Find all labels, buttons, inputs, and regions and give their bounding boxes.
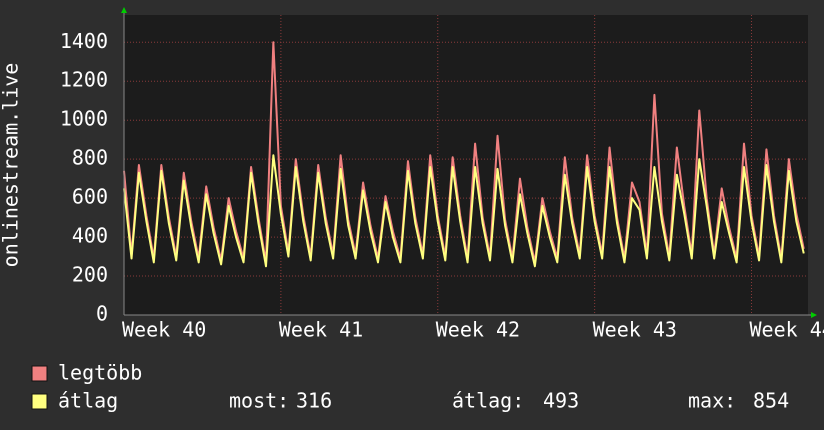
stat-label: átlag: xyxy=(452,389,524,413)
legend-swatch xyxy=(31,393,48,410)
x-tick-label: Week 41 xyxy=(279,318,363,342)
stat-value: 316 xyxy=(296,389,332,413)
legend-label: legtöbb xyxy=(58,361,142,385)
x-tick-label: Week 40 xyxy=(122,318,206,342)
y-tick-label: 1200 xyxy=(60,68,108,92)
y-tick-label: 800 xyxy=(72,146,108,170)
legend-label: átlag xyxy=(58,389,118,413)
y-tick-label: 200 xyxy=(72,263,108,287)
y-arrow xyxy=(121,7,127,13)
y-tick-label: 1400 xyxy=(60,29,108,53)
stat-value: 493 xyxy=(543,389,579,413)
x-arrow xyxy=(811,312,817,318)
legend: legtöbb átlag most: 316 átlag: 493 max: 854 xyxy=(31,361,789,413)
stat-label: max: xyxy=(688,389,736,413)
x-tick-label: Week 42 xyxy=(436,318,520,342)
y-tick-label: 400 xyxy=(72,224,108,248)
y-tick-label: 0 xyxy=(96,302,108,326)
y-tick-label: 1000 xyxy=(60,107,108,131)
y-axis-label: onlinestream.live xyxy=(0,63,23,268)
lines xyxy=(123,41,805,268)
legend-swatch xyxy=(31,365,48,382)
stat-value: 854 xyxy=(753,389,789,413)
plot-area xyxy=(124,15,808,315)
stat-label: most: xyxy=(229,389,289,413)
y-tick-label: 600 xyxy=(72,185,108,209)
x-tick-label: Week 43 xyxy=(593,318,677,342)
series-line xyxy=(123,154,805,268)
x-tick-label: Week 44 xyxy=(750,318,824,342)
